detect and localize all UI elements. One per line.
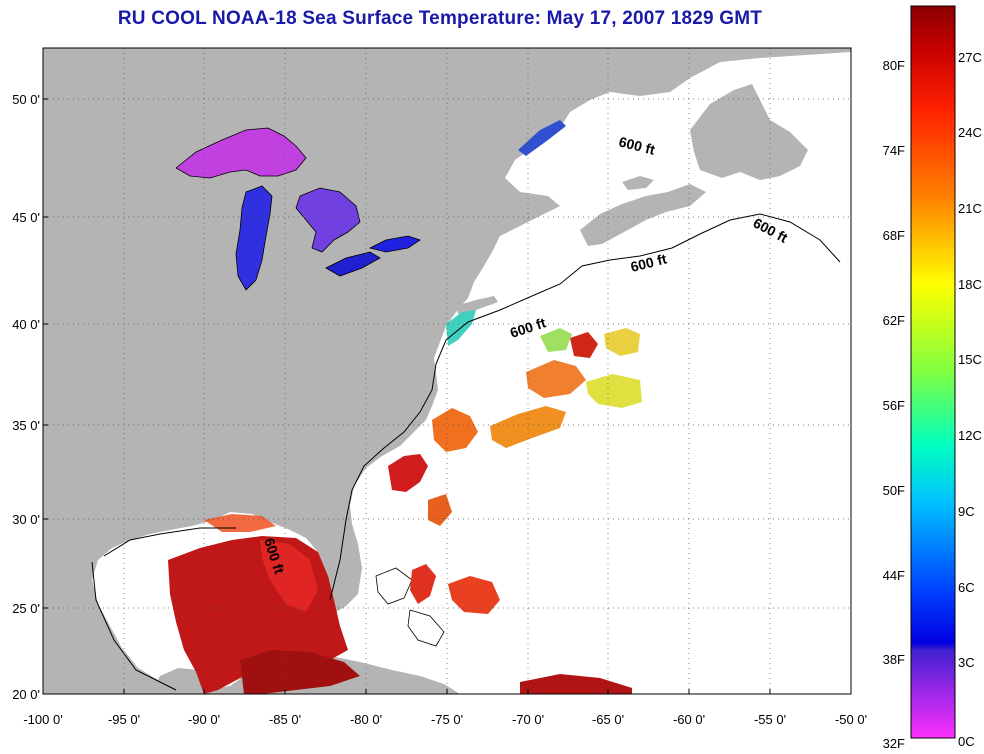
- x-tick-label: -100 0': [23, 712, 62, 727]
- colorbar-f-label: 74F: [883, 143, 905, 158]
- isobath-line: [91, 213, 841, 691]
- atlantic-sst-green: [540, 328, 572, 352]
- x-tick-label: -85 0': [269, 712, 301, 727]
- shelf-bahamas-2: [407, 609, 445, 647]
- atlantic-sst-yellow-2: [604, 328, 640, 356]
- lake-erie: [325, 251, 381, 277]
- colorbar-f-label: 62F: [883, 313, 905, 328]
- map-title: RU COOL NOAA-18 Sea Surface Temperature:…: [117, 8, 763, 29]
- colorbar-c-label: 24C: [958, 125, 982, 140]
- land-pei: [622, 176, 654, 190]
- x-tick-label: -95 0': [108, 712, 140, 727]
- atlantic-sst-orange-4: [428, 494, 452, 526]
- colorbar-c-label: 6C: [958, 580, 975, 595]
- colorbar-f-label: 38F: [883, 652, 905, 667]
- atlantic-sst-yellow: [586, 374, 642, 408]
- colorbar-c-label: 0C: [958, 734, 975, 749]
- colorbar-f-label: 44F: [883, 568, 905, 583]
- colorbar-c-labels: 27C 24C 21C 18C 15C 12C 9C 6C 3C 0C: [958, 50, 982, 749]
- atlantic-sst-red-1: [388, 454, 428, 492]
- colorbar-f-label: 32F: [883, 736, 905, 751]
- atlantic-sst-red-2: [410, 564, 436, 604]
- colorbar-f-label: 68F: [883, 228, 905, 243]
- colorbar-c-label: 3C: [958, 655, 975, 670]
- lake-huron: [295, 187, 361, 253]
- isobath-gom: [103, 527, 236, 557]
- colorbar-c-label: 18C: [958, 277, 982, 292]
- colorbar-c-label: 27C: [958, 50, 982, 65]
- colorbar-f-labels: 80F 74F 68F 62F 56F 50F 44F 38F 32F: [883, 58, 905, 751]
- atlantic-sst-orange-1: [432, 408, 478, 452]
- land-newfoundland: [690, 84, 808, 180]
- caribbean-sst: [240, 650, 360, 694]
- caribbean-sst-2: [520, 674, 632, 694]
- atlantic-sst-orange-2: [490, 406, 566, 448]
- colorbar-f-label: 50F: [883, 483, 905, 498]
- y-tick-label: 45 0': [12, 210, 40, 225]
- colorbar-f-label: 80F: [883, 58, 905, 73]
- y-tick-label: 20 0': [12, 687, 40, 702]
- colorbar-f-label: 56F: [883, 398, 905, 413]
- x-tick-label: -65 0': [592, 712, 624, 727]
- y-tick-label: 40 0': [12, 317, 40, 332]
- y-axis: 50 0' 45 0' 40 0' 35 0' 30 0' 25 0' 20 0…: [12, 92, 48, 702]
- x-tick-label: -55 0': [754, 712, 786, 727]
- colorbar-c-label: 9C: [958, 504, 975, 519]
- y-tick-label: 30 0': [12, 512, 40, 527]
- y-tick-label: 25 0': [12, 601, 40, 616]
- x-tick-label: -60 0': [673, 712, 705, 727]
- atlantic-sst-red-3: [448, 576, 500, 614]
- x-tick-label: -50 0': [835, 712, 867, 727]
- x-axis: -100 0' -95 0' -90 0' -85 0' -80 0' -75 …: [23, 689, 867, 727]
- atlantic-sst-orange-3: [526, 360, 586, 398]
- y-tick-label: 50 0': [12, 92, 40, 107]
- stlawrence-sst: [518, 120, 566, 156]
- colorbar-c-label: 21C: [958, 201, 982, 216]
- atlantic-sst-red-4: [570, 332, 598, 358]
- land-long-island: [456, 296, 498, 314]
- lake-michigan: [235, 185, 273, 291]
- x-tick-label: -70 0': [512, 712, 544, 727]
- land-nova-scotia: [580, 184, 706, 246]
- colorbar-c-label: 15C: [958, 352, 982, 367]
- lake-ontario: [368, 235, 421, 253]
- colorbar-c-label: 12C: [958, 428, 982, 443]
- gulf-sst-hot: [260, 540, 318, 612]
- shelf-bahamas: [375, 567, 413, 605]
- x-tick-label: -90 0': [188, 712, 220, 727]
- colorbar: [910, 5, 956, 739]
- x-tick-label: -80 0': [350, 712, 382, 727]
- x-tick-label: -75 0': [431, 712, 463, 727]
- lake-superior: [175, 127, 307, 179]
- y-tick-label: 35 0': [12, 418, 40, 433]
